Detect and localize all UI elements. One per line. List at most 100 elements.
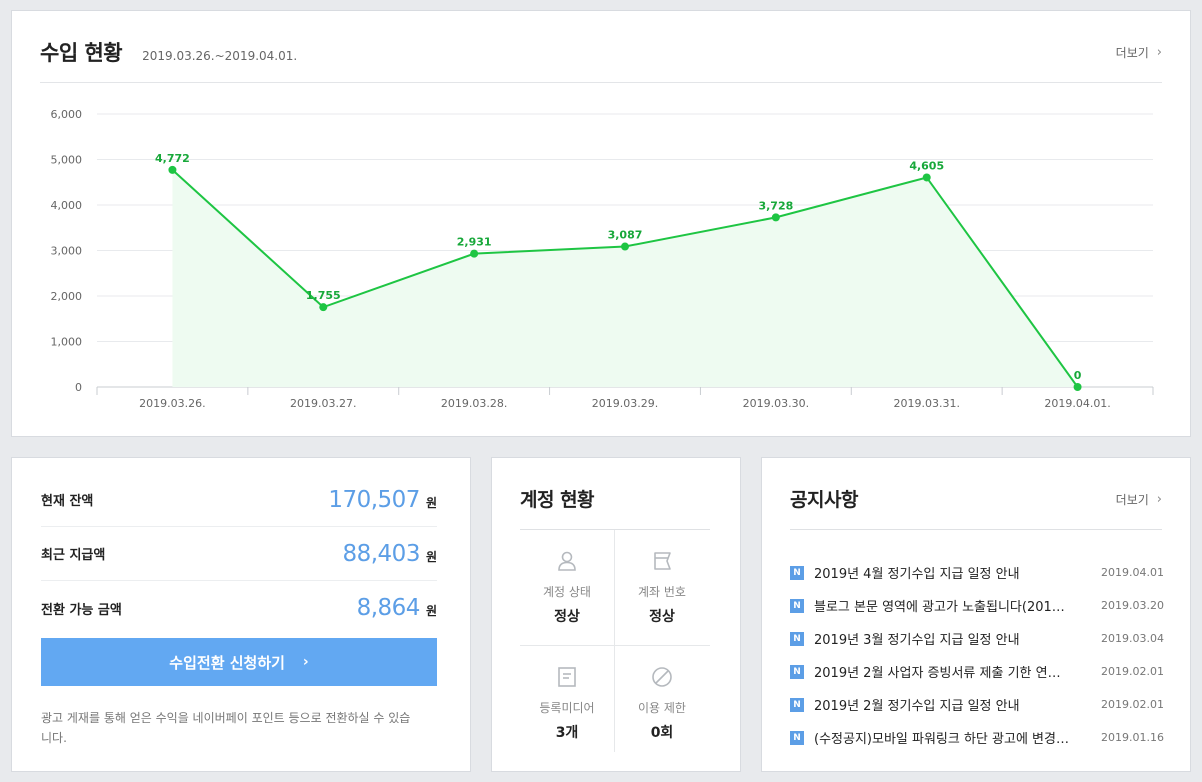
balance-value: 170,507 xyxy=(328,486,420,513)
account-cell-restriction: 이용 제한 0회 xyxy=(615,665,709,742)
notice-list: N 2019년 4월 정기수입 지급 일정 안내 2019.04.01 N 블로… xyxy=(790,556,1164,754)
x-tick-label: 2019.03.28. xyxy=(441,397,507,410)
notice-item[interactable]: N 2019년 2월 사업자 증빙서류 제출 기한 연장 안내 2019.02.… xyxy=(790,655,1164,688)
card-icon xyxy=(654,552,671,570)
new-badge-icon: N xyxy=(790,565,804,580)
notice-text: 2019년 3월 정기수입 지급 일정 안내 xyxy=(814,633,1020,648)
account-cell-status: 계정 상태 정상 xyxy=(520,549,614,626)
account-cell-bank: 계좌 번호 정상 xyxy=(615,549,709,626)
convert-request-button[interactable]: 수입전환 신청하기 › xyxy=(41,638,437,686)
notice-date: 2019.03.20 xyxy=(1101,599,1164,612)
account-grid-divider xyxy=(614,530,615,752)
new-badge-icon: N xyxy=(790,598,804,613)
chevron-right-icon: › xyxy=(1156,492,1162,507)
notice-card: 공지사항 더보기 › N 2019년 4월 정기수입 지급 일정 안내 2019… xyxy=(761,457,1191,772)
new-badge-icon: N xyxy=(790,697,804,712)
data-point xyxy=(771,213,780,222)
revenue-divider xyxy=(40,82,1162,83)
chevron-right-icon: › xyxy=(302,654,309,670)
notice-text: 2019년 4월 정기수입 지급 일정 안내 xyxy=(814,567,1020,582)
notice-date: 2019.01.16 xyxy=(1101,731,1164,744)
account-card: 계정 현황 계정 상태 정상 계좌 번호 정상 등록미디어 3개 이용 제한 xyxy=(491,457,741,772)
data-label: 4,605 xyxy=(909,159,944,172)
new-badge-icon: N xyxy=(790,664,804,679)
document-icon xyxy=(558,667,576,687)
x-tick-label: 2019.03.29. xyxy=(592,397,658,410)
account-label: 등록미디어 xyxy=(539,701,595,715)
data-label: 3,728 xyxy=(758,199,793,212)
balance-unit: 원 xyxy=(425,604,437,618)
balance-value: 88,403 xyxy=(342,540,420,567)
x-tick-label: 2019.03.30. xyxy=(743,397,809,410)
account-label: 계정 상태 xyxy=(543,585,591,599)
new-badge-icon: N xyxy=(790,631,804,646)
notice-divider xyxy=(790,529,1162,530)
balance-card: 현재 잔액 170,507 원 최근 지급액 88,403 원 전환 가능 금액… xyxy=(11,457,471,772)
y-tick-label: 4,000 xyxy=(51,199,83,212)
balance-label: 현재 잔액 xyxy=(41,494,94,509)
y-tick-label: 6,000 xyxy=(51,108,83,121)
chevron-right-icon: › xyxy=(1156,45,1162,60)
data-label: 4,772 xyxy=(155,152,190,165)
balance-value-group: 170,507 원 xyxy=(328,487,437,513)
notice-item[interactable]: N 2019년 2월 정기수입 지급 일정 안내 2019.02.01 xyxy=(790,688,1164,721)
account-value: 3개 xyxy=(555,725,579,741)
balance-row-recent-payment: 최근 지급액 88,403 원 xyxy=(41,527,437,581)
revenue-title: 수입 현황 xyxy=(40,41,123,65)
notice-text: 2019년 2월 정기수입 지급 일정 안내 xyxy=(814,699,1020,714)
notice-text: 2019년 2월 사업자 증빙서류 제출 기한 연장 안내 xyxy=(814,666,1072,681)
x-tick-label: 2019.03.31. xyxy=(893,397,959,410)
data-point xyxy=(621,242,629,251)
account-value: 정상 xyxy=(649,609,675,625)
balance-unit: 원 xyxy=(425,549,437,564)
balance-row-current: 현재 잔액 170,507 원 xyxy=(41,473,437,527)
new-badge-icon: N xyxy=(790,730,804,745)
notice-more-label: 더보기 xyxy=(1115,493,1149,507)
notice-item[interactable]: N 2019년 4월 정기수입 지급 일정 안내 2019.04.01 xyxy=(790,556,1164,589)
notice-item[interactable]: N 2019년 3월 정기수입 지급 일정 안내 2019.03.04 xyxy=(790,622,1164,655)
y-tick-label: 5,000 xyxy=(51,154,83,167)
notice-date: 2019.04.01 xyxy=(1101,566,1164,579)
revenue-more-label: 더보기 xyxy=(1115,46,1149,60)
notice-date: 2019.03.04 xyxy=(1101,632,1164,645)
data-point xyxy=(168,165,177,174)
balance-value-group: 8,864 원 xyxy=(357,595,437,621)
notice-text: (수정공지)모바일 파워링크 하단 광고에 변경 안내 xyxy=(814,732,1072,747)
revenue-date-range: 2019.03.26.~2019.04.01. xyxy=(142,49,298,63)
data-point xyxy=(922,173,931,182)
notice-date: 2019.02.01 xyxy=(1101,698,1164,711)
balance-row-convertible: 전환 가능 금액 8,864 원 xyxy=(41,581,437,635)
x-tick-label: 2019.03.27. xyxy=(290,397,356,410)
notice-text: 블로그 본문 영역에 광고가 노출됩니다(2019.04) xyxy=(814,600,1072,615)
y-tick-label: 3,000 xyxy=(51,245,83,258)
balance-unit: 원 xyxy=(425,495,437,510)
account-cell-media: 등록미디어 3개 xyxy=(520,665,614,742)
notice-item[interactable]: N 블로그 본문 영역에 광고가 노출됩니다(2019.04) 2019.03.… xyxy=(790,589,1164,622)
notice-item[interactable]: N (수정공지)모바일 파워링크 하단 광고에 변경 안내 2019.01.16 xyxy=(790,721,1164,754)
balance-value: 8,864 xyxy=(356,595,421,621)
revenue-more-link[interactable]: 더보기 › xyxy=(1116,44,1162,61)
prohibited-icon xyxy=(652,667,672,687)
account-divider xyxy=(520,529,710,530)
balance-label: 최근 지급액 xyxy=(41,548,106,563)
account-title: 계정 현황 xyxy=(520,489,595,511)
notice-more-link[interactable]: 더보기 › xyxy=(1116,491,1162,508)
y-tick-label: 2,000 xyxy=(51,290,83,303)
balance-label: 전환 가능 금액 xyxy=(41,602,122,618)
x-tick-label: 2019.03.26. xyxy=(139,397,205,410)
account-grid-divider xyxy=(520,645,710,646)
y-tick-label: 1,000 xyxy=(51,336,83,349)
notice-date: 2019.02.01 xyxy=(1101,665,1164,678)
revenue-chart: 0 1,000 2,000 3,000 4,000 5,000 6,000 2019.03.2… xyxy=(51,108,1154,410)
revenue-card: 수입 현황 2019.03.26.~2019.04.01. 더보기 › 0 1,0… xyxy=(11,10,1191,437)
data-point xyxy=(319,303,328,312)
balance-value-group: 88,403 원 xyxy=(342,541,437,567)
series-area xyxy=(172,169,1078,387)
data-label: 2,931 xyxy=(457,236,492,249)
balance-note: 광고 게재를 통해 얻은 수익을 네이버페이 포인트 등으로 전환하실 수 있습… xyxy=(41,711,411,745)
data-point xyxy=(470,249,479,258)
account-label: 이용 제한 xyxy=(638,701,686,715)
x-tick-label: 2019.04.01. xyxy=(1044,397,1110,410)
account-label: 계좌 번호 xyxy=(638,585,686,599)
revenue-header: 수입 현황 2019.03.26.~2019.04.01. xyxy=(40,37,297,67)
